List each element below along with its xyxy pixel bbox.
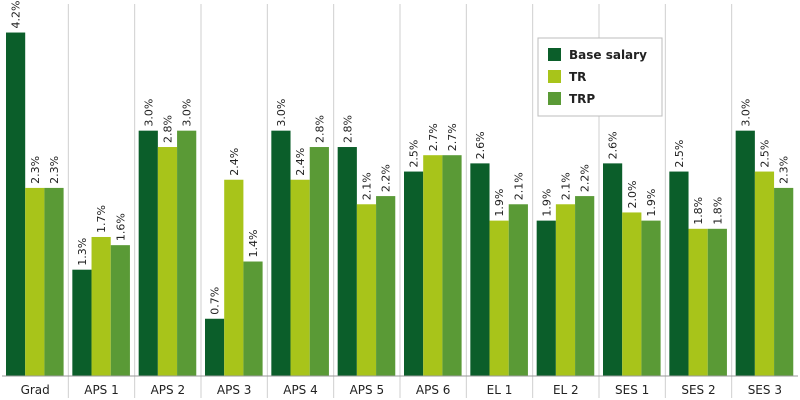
- data-label: 1.4%: [247, 230, 260, 258]
- bar-base-salary: [337, 147, 357, 376]
- category-tick-label: APS 5: [350, 383, 385, 397]
- bar-trp: [44, 187, 64, 376]
- data-label: 2.2%: [579, 164, 592, 192]
- bar-tr: [622, 212, 642, 376]
- bar-trp: [376, 196, 396, 376]
- category-tick-label: EL 2: [553, 383, 579, 397]
- bar-trp: [707, 228, 727, 376]
- bar-base-salary: [669, 171, 689, 376]
- bar-trp: [641, 220, 661, 376]
- bar-tr: [91, 236, 111, 376]
- data-label: 2.8%: [161, 115, 174, 143]
- data-label: 2.7%: [427, 123, 440, 151]
- data-label: 1.9%: [493, 189, 506, 217]
- bar-tr: [688, 228, 708, 376]
- category-tick-label: APS 6: [416, 383, 451, 397]
- bar-trp: [442, 155, 462, 376]
- bar-trp: [177, 130, 197, 376]
- bar-tr: [356, 204, 377, 376]
- data-label: 3.0%: [181, 99, 194, 127]
- bar-tr: [489, 220, 509, 376]
- category-tick-label: APS 4: [283, 383, 318, 397]
- data-label: 1.7%: [95, 205, 108, 233]
- data-label: 3.0%: [739, 99, 752, 127]
- data-label: 4.2%: [10, 1, 23, 29]
- data-label: 2.8%: [313, 115, 326, 143]
- value-labels-layer: 4.2% 2.3% 2.3% 1.3% 1.7% 1.6% 3.0% 2.8% 3.0% 0.7%…: [10, 1, 791, 315]
- data-label: 2.6%: [607, 131, 620, 159]
- bar-tr: [423, 155, 443, 376]
- bar-base-salary: [271, 130, 291, 376]
- category-tick-label: SES 2: [681, 383, 715, 397]
- data-label: 2.5%: [408, 140, 421, 168]
- bar-base-salary: [735, 130, 755, 376]
- data-label: 3.0%: [275, 99, 288, 127]
- bar-base-salary: [6, 32, 26, 377]
- data-label: 2.0%: [626, 180, 639, 208]
- bar-trp: [774, 187, 794, 376]
- legend-swatch: [548, 92, 561, 105]
- data-label: 1.9%: [645, 189, 658, 217]
- bar-tr: [555, 204, 576, 376]
- category-separators: [67, 4, 733, 398]
- bar-trp: [243, 261, 263, 376]
- category-labels-layer: Grad APS 1 APS 2 APS 3 APS 4 APS 5 APS 6 EL 1 EL…: [21, 383, 782, 397]
- data-label: 1.6%: [114, 213, 127, 241]
- bar-base-salary: [138, 130, 158, 376]
- data-label: 2.4%: [294, 148, 307, 176]
- data-label: 2.2%: [380, 164, 393, 192]
- legend-label: TR: [569, 70, 586, 84]
- data-label: 2.6%: [474, 131, 487, 159]
- data-label: 1.8%: [711, 197, 724, 225]
- bar-base-salary: [536, 220, 556, 376]
- category-tick-label: APS 3: [217, 383, 252, 397]
- data-label: 2.5%: [673, 140, 686, 168]
- bar-tr: [754, 171, 775, 376]
- data-label: 2.1%: [559, 172, 572, 200]
- legend: Base salary TR TRP: [537, 37, 663, 117]
- category-tick-label: APS 1: [84, 383, 119, 397]
- category-tick-label: APS 2: [151, 383, 186, 397]
- bar-base-salary: [603, 163, 623, 376]
- legend-label: Base salary: [569, 48, 647, 62]
- bar-trp: [110, 245, 130, 376]
- data-label: 1.8%: [692, 197, 705, 225]
- data-label: 1.3%: [76, 238, 89, 266]
- category-tick-label: EL 1: [487, 383, 513, 397]
- bar-tr: [157, 147, 178, 376]
- bar-tr: [25, 187, 45, 376]
- data-label: 2.1%: [512, 172, 525, 200]
- legend-label: TRP: [569, 92, 595, 106]
- data-label: 2.7%: [446, 123, 459, 151]
- category-tick-label: Grad: [21, 383, 50, 397]
- bar-trp: [309, 147, 329, 376]
- data-label: 2.3%: [48, 156, 61, 184]
- legend-swatch: [548, 70, 561, 83]
- category-tick-label: SES 1: [615, 383, 649, 397]
- bar-base-salary: [72, 269, 92, 376]
- data-label: 2.3%: [29, 156, 42, 184]
- category-tick-label: SES 3: [748, 383, 782, 397]
- bars-layer: [6, 32, 794, 377]
- data-label: 2.3%: [778, 156, 791, 184]
- data-label: 2.1%: [360, 172, 373, 200]
- bar-base-salary: [205, 318, 225, 376]
- data-label: 2.4%: [228, 148, 241, 176]
- data-label: 0.7%: [209, 287, 222, 315]
- bar-tr: [224, 179, 244, 376]
- legend-swatch: [548, 48, 561, 61]
- data-label: 2.8%: [341, 115, 354, 143]
- data-label: 1.9%: [540, 189, 553, 217]
- data-label: 2.5%: [758, 140, 771, 168]
- data-label: 3.0%: [142, 99, 155, 127]
- bar-base-salary: [470, 163, 490, 376]
- bar-tr: [290, 179, 310, 376]
- bar-trp: [575, 196, 595, 376]
- bar-base-salary: [404, 171, 424, 376]
- bar-trp: [508, 204, 528, 376]
